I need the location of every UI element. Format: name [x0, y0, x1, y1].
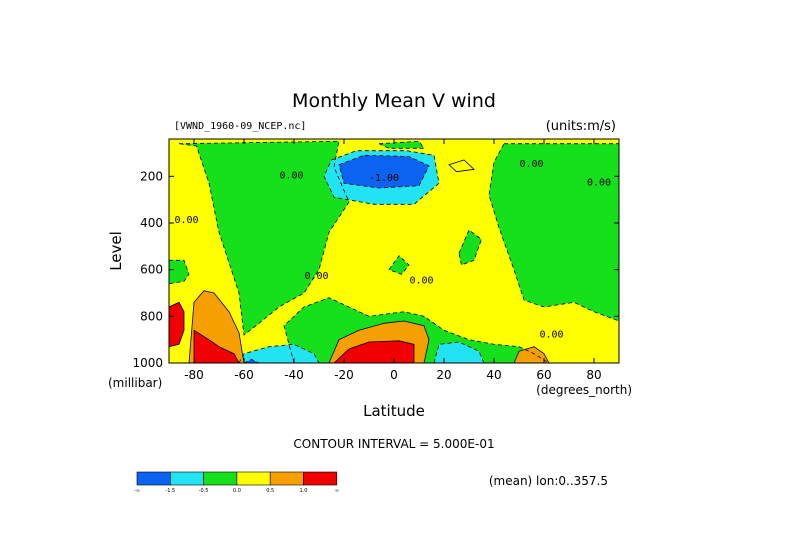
y-tick-label: 400: [140, 216, 163, 230]
contour-line-10: [338, 154, 430, 189]
dataset-label: [VWND_1960-09_NCEP.nc]: [174, 121, 306, 132]
contour-label-3: 0.00: [587, 178, 611, 189]
contour-line-7: [378, 140, 425, 149]
color-scale-label: 0.5: [266, 488, 274, 494]
mean-label: (mean) lon:0..357.5: [489, 474, 608, 488]
color-scale-legend: -∞ -1.5 -0.5 0.0 0.5 1.0 ∞: [134, 471, 339, 494]
contour-region-2: [169, 260, 189, 284]
color-scale-label: 1.0: [300, 488, 308, 494]
color-swatch-5: [303, 471, 338, 486]
contour-line-13: [433, 341, 485, 363]
x-tick-label: 40: [486, 368, 501, 382]
color-swatch-4: [269, 471, 304, 486]
contour-lines: [169, 140, 619, 363]
contour-line-3: [283, 297, 550, 363]
contour-label-1: 0.00: [519, 159, 543, 170]
contour-line-15: [328, 320, 430, 363]
contour-line-16: [513, 346, 550, 363]
contour-regions: [169, 139, 619, 363]
units-label: (units:m/s): [546, 119, 616, 134]
contour-region-19: [169, 302, 184, 347]
x-tick-label: 20: [436, 368, 451, 382]
color-swatch-1: [170, 471, 204, 486]
contour-label-5: 0.00: [304, 271, 328, 282]
color-scale-label: -0.5: [199, 488, 209, 494]
color-scale-label: ∞: [335, 488, 339, 494]
contour-region-13: [434, 342, 484, 363]
contour-region-17: [194, 330, 239, 363]
contour-region-7: [379, 141, 424, 149]
contour-region-18: [334, 340, 414, 363]
contour-line-1: [178, 140, 350, 336]
contour-line-18: [333, 340, 415, 363]
x-tick-label: -80: [184, 368, 204, 382]
contour-label-2: 0.00: [279, 171, 303, 182]
y-tick-label: 1000: [132, 356, 163, 370]
x-tick-label: 0: [390, 368, 398, 382]
x-tick-label: -20: [334, 368, 354, 382]
y-axis-ticks: 200 400 600 800 1000: [132, 169, 619, 370]
x-axis-label: Latitude: [363, 402, 425, 420]
x-tick-label: -40: [284, 368, 304, 382]
contour-region-16: [514, 346, 549, 363]
color-scale-label: 0.0: [233, 488, 241, 494]
contour-region-1: [179, 141, 349, 335]
x-tick-label: -60: [234, 368, 254, 382]
contour-line-19: [169, 301, 185, 348]
y-axis-unit: (millibar): [108, 376, 162, 390]
contour-line-11: [238, 343, 320, 363]
contour-line-14: [188, 290, 245, 363]
color-swatch-0: [136, 471, 171, 486]
contour-region-12: [244, 359, 259, 363]
color-swatch-2: [203, 471, 238, 486]
contour-label-4: 0.00: [174, 215, 198, 226]
contour-label-6: 0.00: [409, 276, 433, 287]
color-scale-label: -1.5: [165, 488, 175, 494]
contour-interval-label: CONTOUR INTERVAL = 5.000E-01: [293, 437, 494, 451]
contour-region-10: [339, 155, 429, 188]
color-scale-label: -∞: [134, 488, 140, 494]
x-tick-label: 60: [536, 368, 551, 382]
y-tick-label: 200: [140, 169, 163, 183]
y-tick-label: 800: [140, 309, 163, 323]
x-tick-label: 80: [586, 368, 601, 382]
contour-label-8: -1.00: [369, 173, 399, 184]
contour-labels: 0.00 0.00 0.00 0.00 0.00 0.00 0.00 0.00 -1.00: [174, 131, 611, 340]
contour-line-8: [448, 159, 475, 173]
x-axis-ticks: -80 -60 -40 -20 0 20 40 60 80: [184, 139, 602, 382]
y-axis-label: Level: [107, 231, 125, 271]
contour-region-4: [489, 143, 619, 321]
contour-label-0: 0.00: [372, 131, 396, 142]
contour-line-5: [458, 229, 482, 266]
contour-line-9: [323, 150, 440, 205]
contour-label-7: 0.00: [539, 329, 563, 340]
contour-region-5: [459, 230, 482, 265]
y-tick-label: 600: [140, 263, 163, 277]
contour-line-17: [193, 329, 240, 363]
x-axis-unit: (degrees_north): [536, 383, 632, 397]
contour-region-11: [239, 344, 319, 363]
chart-title: Monthly Mean V wind: [292, 90, 496, 112]
contour-line-6: [388, 255, 410, 275]
color-swatch-3: [236, 471, 271, 486]
